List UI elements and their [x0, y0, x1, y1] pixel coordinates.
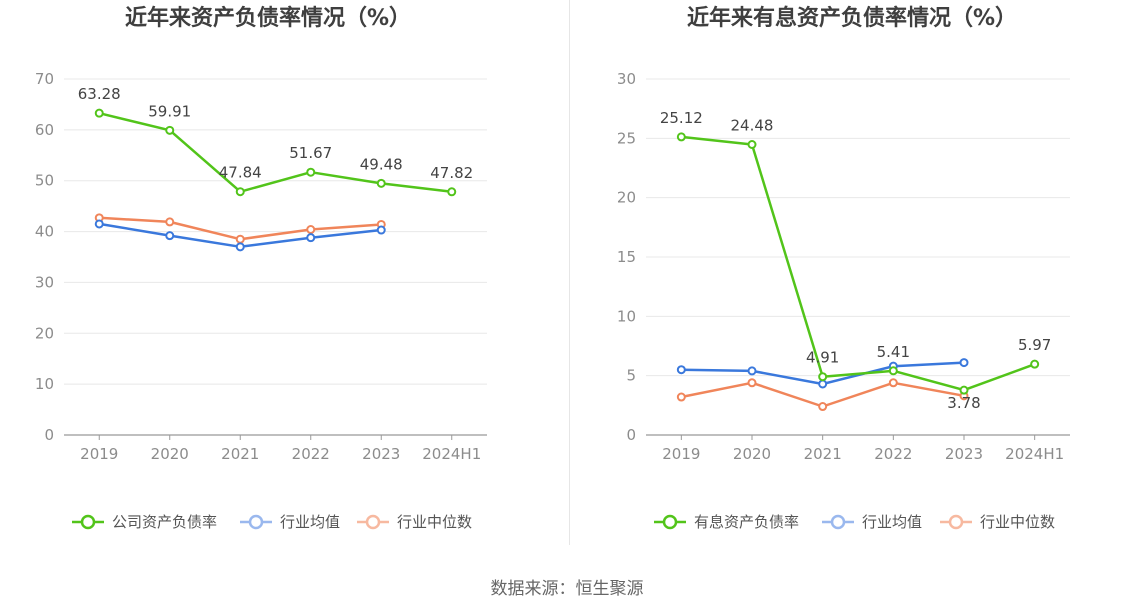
data-label: 3.78 — [947, 394, 980, 412]
legend-marker — [365, 514, 381, 530]
data-source-caption: 数据来源：恒生聚源 — [490, 579, 644, 599]
series-0: 63.28 59.91 47.84 51.67 49.48 47.82 — [78, 85, 473, 197]
chart-title: 近年来有息资产负债率情况（%） — [687, 5, 1017, 31]
legend-item: 行业均值 — [822, 513, 922, 531]
data-point — [959, 385, 969, 395]
legend-item: 公司资产负债率 — [72, 513, 217, 531]
legend-label: 行业均值 — [280, 513, 340, 531]
data-label: 63.28 — [78, 85, 121, 103]
data-point — [306, 167, 316, 177]
y-tick-label: 0 — [626, 426, 636, 444]
x-tick-label: 2021 — [804, 445, 842, 463]
data-point — [888, 378, 898, 388]
x-tick-label: 2023 — [945, 445, 983, 463]
data-label: 59.91 — [148, 102, 191, 120]
data-point — [959, 358, 969, 368]
chart-title: 近年来资产负债率情况（%） — [125, 5, 411, 31]
series-line — [99, 111, 452, 194]
legend-item: 行业中位数 — [940, 513, 1055, 531]
data-point — [888, 366, 898, 376]
data-point — [676, 132, 686, 142]
x-tick-label: 2019 — [662, 445, 700, 463]
interest-bearing-liability-ratio-chart: 近年来有息资产负债率情况（%） 0 5 10 15 20 25 30 2019 2020 2021 2… — [617, 5, 1070, 531]
asset-liability-ratio-chart: 近年来资产负债率情况（%） 0 10 20 30 40 50 60 70 2019 2020 2021… — [35, 5, 487, 531]
data-point — [94, 219, 104, 229]
data-point — [818, 379, 828, 389]
y-tick-label: 70 — [35, 70, 54, 88]
data-label: 51.67 — [289, 144, 332, 162]
data-point — [747, 366, 757, 376]
data-label: 5.97 — [1018, 336, 1051, 354]
series-2 — [676, 378, 969, 412]
legend-label: 行业中位数 — [397, 513, 472, 531]
y-tick-label: 30 — [617, 70, 636, 88]
legend-marker — [948, 514, 964, 530]
y-tick-label: 0 — [44, 426, 54, 444]
series-0: 25.12 24.48 4.91 5.41 3.78 5.97 — [660, 109, 1052, 412]
y-tick-label: 30 — [35, 273, 54, 291]
x-tick-label: 2024H1 — [422, 445, 481, 463]
data-point — [818, 402, 828, 412]
data-label: 47.82 — [430, 164, 473, 182]
x-tick-label: 2024H1 — [1005, 445, 1064, 463]
data-point — [676, 365, 686, 375]
x-tick-label: 2020 — [733, 445, 771, 463]
data-point — [747, 378, 757, 388]
data-point — [1030, 359, 1040, 369]
data-point — [235, 187, 245, 197]
data-point — [94, 108, 104, 118]
data-label: 47.84 — [219, 164, 262, 182]
y-tick-label: 15 — [617, 248, 636, 266]
data-label: 24.48 — [731, 117, 774, 135]
y-tick-label: 25 — [617, 129, 636, 147]
data-point — [165, 125, 175, 135]
y-tick-label: 20 — [35, 324, 54, 342]
legend-label: 行业均值 — [862, 513, 922, 531]
legend-label: 行业中位数 — [980, 513, 1055, 531]
data-point — [818, 372, 828, 382]
y-tick-label: 5 — [626, 367, 636, 385]
x-tick-label: 2021 — [221, 445, 259, 463]
y-tick-label: 60 — [35, 121, 54, 139]
y-tick-label: 10 — [617, 307, 636, 325]
x-tick-label: 2019 — [80, 445, 118, 463]
data-label: 4.91 — [806, 349, 839, 367]
legend-item: 有息资产负债率 — [654, 513, 799, 531]
x-tick-label: 2022 — [874, 445, 912, 463]
y-tick-label: 50 — [35, 172, 54, 190]
data-point — [447, 187, 457, 197]
data-point — [165, 231, 175, 241]
x-tick-label: 2020 — [151, 445, 189, 463]
legend-marker — [830, 514, 846, 530]
data-label: 25.12 — [660, 109, 703, 127]
data-point — [306, 225, 316, 235]
x-tick-label: 2023 — [362, 445, 400, 463]
legend-label: 有息资产负债率 — [694, 513, 799, 531]
series-1 — [94, 219, 386, 252]
panel-divider — [569, 0, 570, 545]
y-tick-label: 10 — [35, 375, 54, 393]
data-point — [165, 217, 175, 227]
series-2 — [94, 213, 386, 244]
data-point — [376, 225, 386, 235]
legend-item: 行业均值 — [240, 513, 340, 531]
data-label: 49.48 — [360, 155, 403, 173]
data-point — [235, 242, 245, 252]
legend-item: 行业中位数 — [357, 513, 472, 531]
data-point — [376, 178, 386, 188]
legend-marker — [80, 514, 96, 530]
series-line — [681, 135, 1036, 392]
data-point — [676, 392, 686, 402]
legend-label: 公司资产负债率 — [112, 513, 217, 531]
data-point — [306, 233, 316, 243]
data-point — [747, 140, 757, 150]
series-1 — [676, 358, 969, 389]
x-tick-label: 2022 — [292, 445, 330, 463]
legend-marker — [662, 514, 678, 530]
y-tick-label: 20 — [617, 189, 636, 207]
legend-marker — [248, 514, 264, 530]
data-label: 5.41 — [877, 343, 910, 361]
y-tick-label: 40 — [35, 223, 54, 241]
